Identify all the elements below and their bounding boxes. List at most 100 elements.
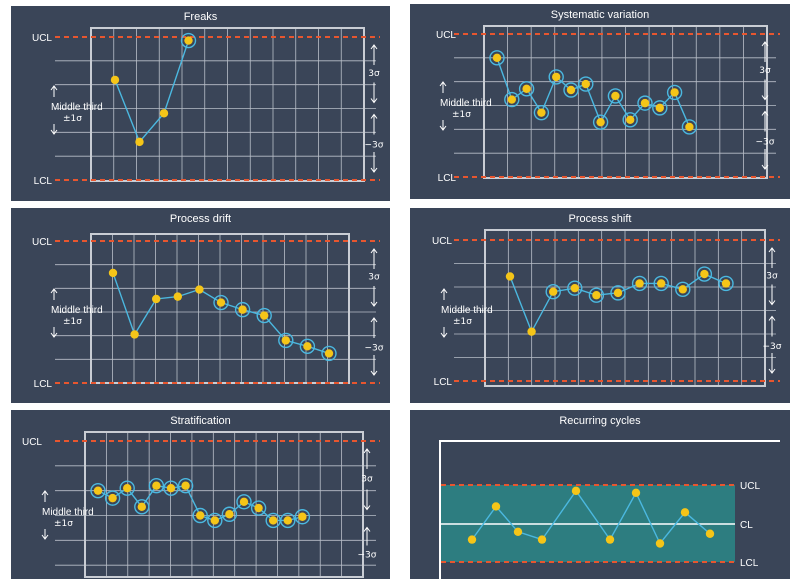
point-ring xyxy=(578,76,594,92)
data-point xyxy=(566,85,576,95)
point-ring xyxy=(207,512,223,529)
middle-down-arrow-head xyxy=(440,332,448,338)
middle-third-label: Middle third xyxy=(441,305,493,316)
point-ring xyxy=(256,307,272,324)
data-point xyxy=(491,502,501,511)
point-ring xyxy=(533,104,550,121)
data-point xyxy=(685,122,694,132)
middle-third-sigma: ±1σ xyxy=(63,317,82,327)
middle-down-arrow-head xyxy=(41,534,49,540)
panel-freaks: Freaks UCL LCL Middle third ±1σ 3σ −3σ xyxy=(11,6,390,201)
data-point xyxy=(303,342,312,351)
data-point xyxy=(505,272,515,281)
data-point xyxy=(527,327,536,336)
minus3-down-arrow-head xyxy=(761,164,769,170)
plus3-up-arrow-head xyxy=(370,248,378,254)
data-point xyxy=(552,72,561,82)
minus3-down-arrow-head xyxy=(370,167,378,173)
data-point xyxy=(108,493,117,503)
middle-third-sigma: ±1σ xyxy=(453,317,472,327)
plus3-up-arrow-head xyxy=(761,41,769,47)
data-point xyxy=(513,527,523,536)
middle-down-arrow-head xyxy=(50,332,58,338)
plus3-label: 3σ xyxy=(759,66,771,76)
data-point xyxy=(537,535,547,544)
plus3-up-arrow-head xyxy=(363,448,371,454)
middle-up-arrow-head xyxy=(50,288,58,294)
point-ring xyxy=(567,280,583,296)
lcl-label: LCL xyxy=(34,176,53,187)
panel-process-shift: Process shift UCL LCL Middle third ±1σ 3σ −3σ xyxy=(410,208,790,403)
series-line xyxy=(471,489,711,545)
middle-up-arrow-head xyxy=(440,288,448,294)
point-ring xyxy=(622,112,638,128)
data-point xyxy=(678,285,687,294)
plus3-down-arrow-head xyxy=(370,301,378,307)
series-line xyxy=(112,272,330,355)
point-ring xyxy=(675,281,691,298)
middle-up-arrow-head xyxy=(50,85,58,91)
grid-frame xyxy=(84,431,364,578)
ucl-label: UCL xyxy=(432,236,452,247)
data-point xyxy=(631,488,641,497)
series-line xyxy=(509,273,727,334)
middle-down-arrow-head xyxy=(50,129,58,135)
middle-down-arrow-head xyxy=(439,125,447,131)
minus3-label: −3σ xyxy=(763,342,782,352)
point-ring xyxy=(163,480,179,496)
ucl-label: UCL xyxy=(436,30,456,41)
panel-recurring-cycles: Recurring cycles UCL CL LCL xyxy=(410,410,790,579)
data-point xyxy=(181,481,190,490)
point-ring xyxy=(653,275,669,292)
point-ring xyxy=(504,91,520,108)
series-line xyxy=(114,40,190,144)
minus3-down-arrow-head xyxy=(768,368,776,374)
panel-systematic-variation: Systematic variation UCL LCL Middle third ±1… xyxy=(410,4,790,199)
data-point xyxy=(254,503,263,513)
data-point xyxy=(225,510,234,519)
plus3-up-arrow-head xyxy=(768,247,776,253)
plus3-label: 3σ xyxy=(368,273,380,283)
minus3-down-arrow-head xyxy=(370,370,378,376)
data-point xyxy=(239,497,249,507)
minus3-up-arrow-head xyxy=(363,526,371,532)
data-point xyxy=(173,292,182,301)
plus3-down-arrow-head xyxy=(363,505,371,511)
point-ring xyxy=(299,338,316,355)
middle-third-label: Middle third xyxy=(42,507,94,518)
data-point xyxy=(260,311,269,320)
data-point xyxy=(611,91,620,101)
point-ring xyxy=(280,512,296,529)
panel-stratification: Stratification UCL Middle third ±1σ 3σ −3σ xyxy=(11,410,390,579)
chart-title: Process drift xyxy=(170,213,231,225)
point-ring xyxy=(666,84,683,101)
data-point xyxy=(283,516,292,525)
point-ring xyxy=(610,285,626,301)
data-point xyxy=(655,539,665,548)
cl-label: CL xyxy=(740,520,753,531)
data-point xyxy=(522,84,531,94)
point-ring xyxy=(607,88,624,104)
data-point xyxy=(110,75,120,85)
point-ring xyxy=(234,301,251,318)
grid-frame xyxy=(484,229,766,387)
point-ring xyxy=(148,477,165,494)
plus3-label: 3σ xyxy=(766,271,778,281)
plus3-down-arrow-head xyxy=(370,98,378,104)
middle-third-label: Middle third xyxy=(51,102,103,113)
point-ring xyxy=(588,287,605,303)
minus3-up-arrow-head xyxy=(768,315,776,321)
ucl-label: UCL xyxy=(32,237,52,248)
point-ring xyxy=(548,69,564,85)
data-point xyxy=(195,285,204,294)
point-ring xyxy=(563,82,579,98)
data-point xyxy=(210,516,219,525)
data-point xyxy=(152,294,161,304)
point-ring xyxy=(278,332,294,349)
chart-title: Process shift xyxy=(569,213,632,225)
data-point xyxy=(324,349,334,358)
chart-title: Systematic variation xyxy=(551,9,649,21)
point-ring xyxy=(592,114,609,130)
point-ring xyxy=(180,32,197,49)
lcl-label: LCL xyxy=(740,558,759,569)
